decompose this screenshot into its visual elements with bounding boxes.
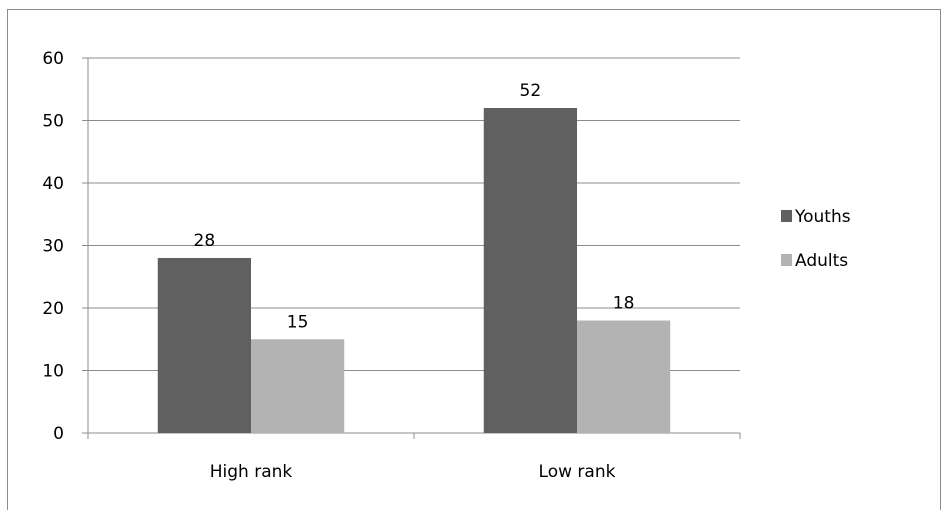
legend-swatch bbox=[781, 254, 792, 266]
data-label: 15 bbox=[287, 312, 309, 332]
x-axis: High rank Low rank bbox=[87, 432, 741, 482]
bars bbox=[157, 108, 671, 433]
bar-youths bbox=[157, 258, 251, 433]
legend: Youths Adults bbox=[781, 207, 851, 271]
y-tick-label: 0 bbox=[53, 424, 64, 444]
y-tick-label: 40 bbox=[42, 174, 64, 194]
y-tick-label: 30 bbox=[42, 237, 64, 257]
x-tick-label: High rank bbox=[210, 462, 293, 482]
data-label: 18 bbox=[613, 294, 635, 314]
legend-label: Youths bbox=[794, 207, 851, 227]
bar-adults bbox=[577, 320, 671, 433]
y-tick-label: 20 bbox=[42, 299, 64, 319]
bar-youths bbox=[483, 108, 577, 433]
bar-adults bbox=[251, 339, 345, 433]
legend-swatch bbox=[781, 210, 792, 222]
y-tick-label: 60 bbox=[42, 49, 64, 69]
data-labels: 28 15 52 18 bbox=[194, 81, 635, 332]
data-label: 52 bbox=[520, 81, 542, 101]
legend-label: Adults bbox=[795, 251, 848, 271]
data-label: 28 bbox=[194, 231, 216, 251]
y-tick-label: 50 bbox=[42, 112, 64, 132]
x-tick-label: Low rank bbox=[539, 462, 616, 482]
y-axis: 0 10 20 30 40 50 60 bbox=[42, 49, 89, 444]
y-tick-label: 10 bbox=[42, 362, 64, 382]
